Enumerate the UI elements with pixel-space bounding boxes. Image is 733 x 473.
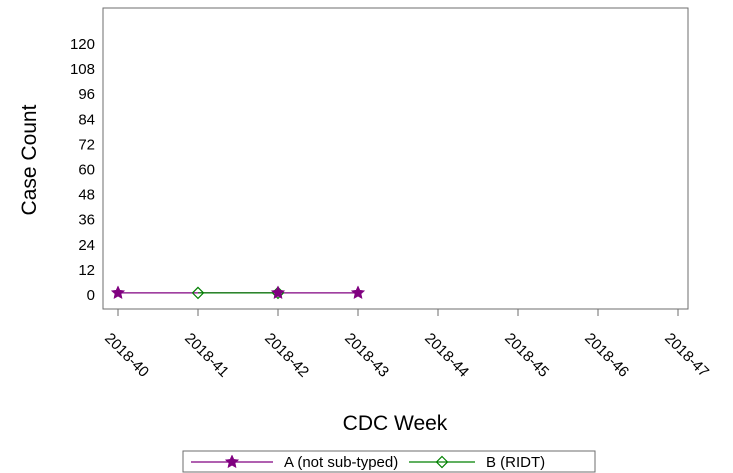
y-tick-label: 96 <box>78 86 95 103</box>
series-a-marker <box>110 285 126 300</box>
y-tick-label: 60 <box>78 162 95 179</box>
y-axis: 0 12 24 36 48 60 72 84 96 108 120 <box>70 36 95 304</box>
series-a-marker <box>350 285 366 300</box>
y-tick-label: 0 <box>87 287 95 304</box>
series-markers <box>110 285 366 300</box>
plot-area <box>102 7 689 310</box>
legend-label: B (RIDT) <box>486 454 545 471</box>
series-b-marker <box>435 455 449 469</box>
y-tick-label: 36 <box>78 212 95 229</box>
y-tick-label: 12 <box>78 262 95 279</box>
x-axis-title: CDC Week <box>343 412 448 435</box>
legend-label: A (not sub-typed) <box>284 454 398 471</box>
y-tick-label: 24 <box>78 237 95 254</box>
x-tick-label: 2018-44 <box>421 330 472 381</box>
y-tick-label: 108 <box>70 61 95 78</box>
series-a-marker <box>224 454 240 469</box>
y-axis-title: Case Count <box>18 104 41 215</box>
legend-box <box>182 450 596 473</box>
y-tick-label: 48 <box>78 187 95 204</box>
series-b-marker <box>191 286 205 300</box>
y-tick-label: 72 <box>78 136 95 153</box>
x-tick-label: 2018-43 <box>341 330 392 381</box>
x-tick-label: 2018-40 <box>101 330 152 381</box>
legend: A (not sub-typed) B (RIDT) <box>182 450 596 473</box>
x-tick-label: 2018-47 <box>661 330 712 381</box>
x-axis: 2018-40 2018-41 2018-42 2018-43 2018-44 2018-… <box>101 309 712 381</box>
series-a-marker <box>270 285 286 300</box>
y-tick-label: 84 <box>78 111 95 128</box>
y-tick-label: 120 <box>70 36 95 53</box>
x-tick-label: 2018-42 <box>261 330 312 381</box>
series-layer <box>110 285 366 300</box>
x-tick-label: 2018-46 <box>581 330 632 381</box>
x-tick-label: 2018-41 <box>181 330 232 381</box>
x-tick-label: 2018-45 <box>501 330 552 381</box>
